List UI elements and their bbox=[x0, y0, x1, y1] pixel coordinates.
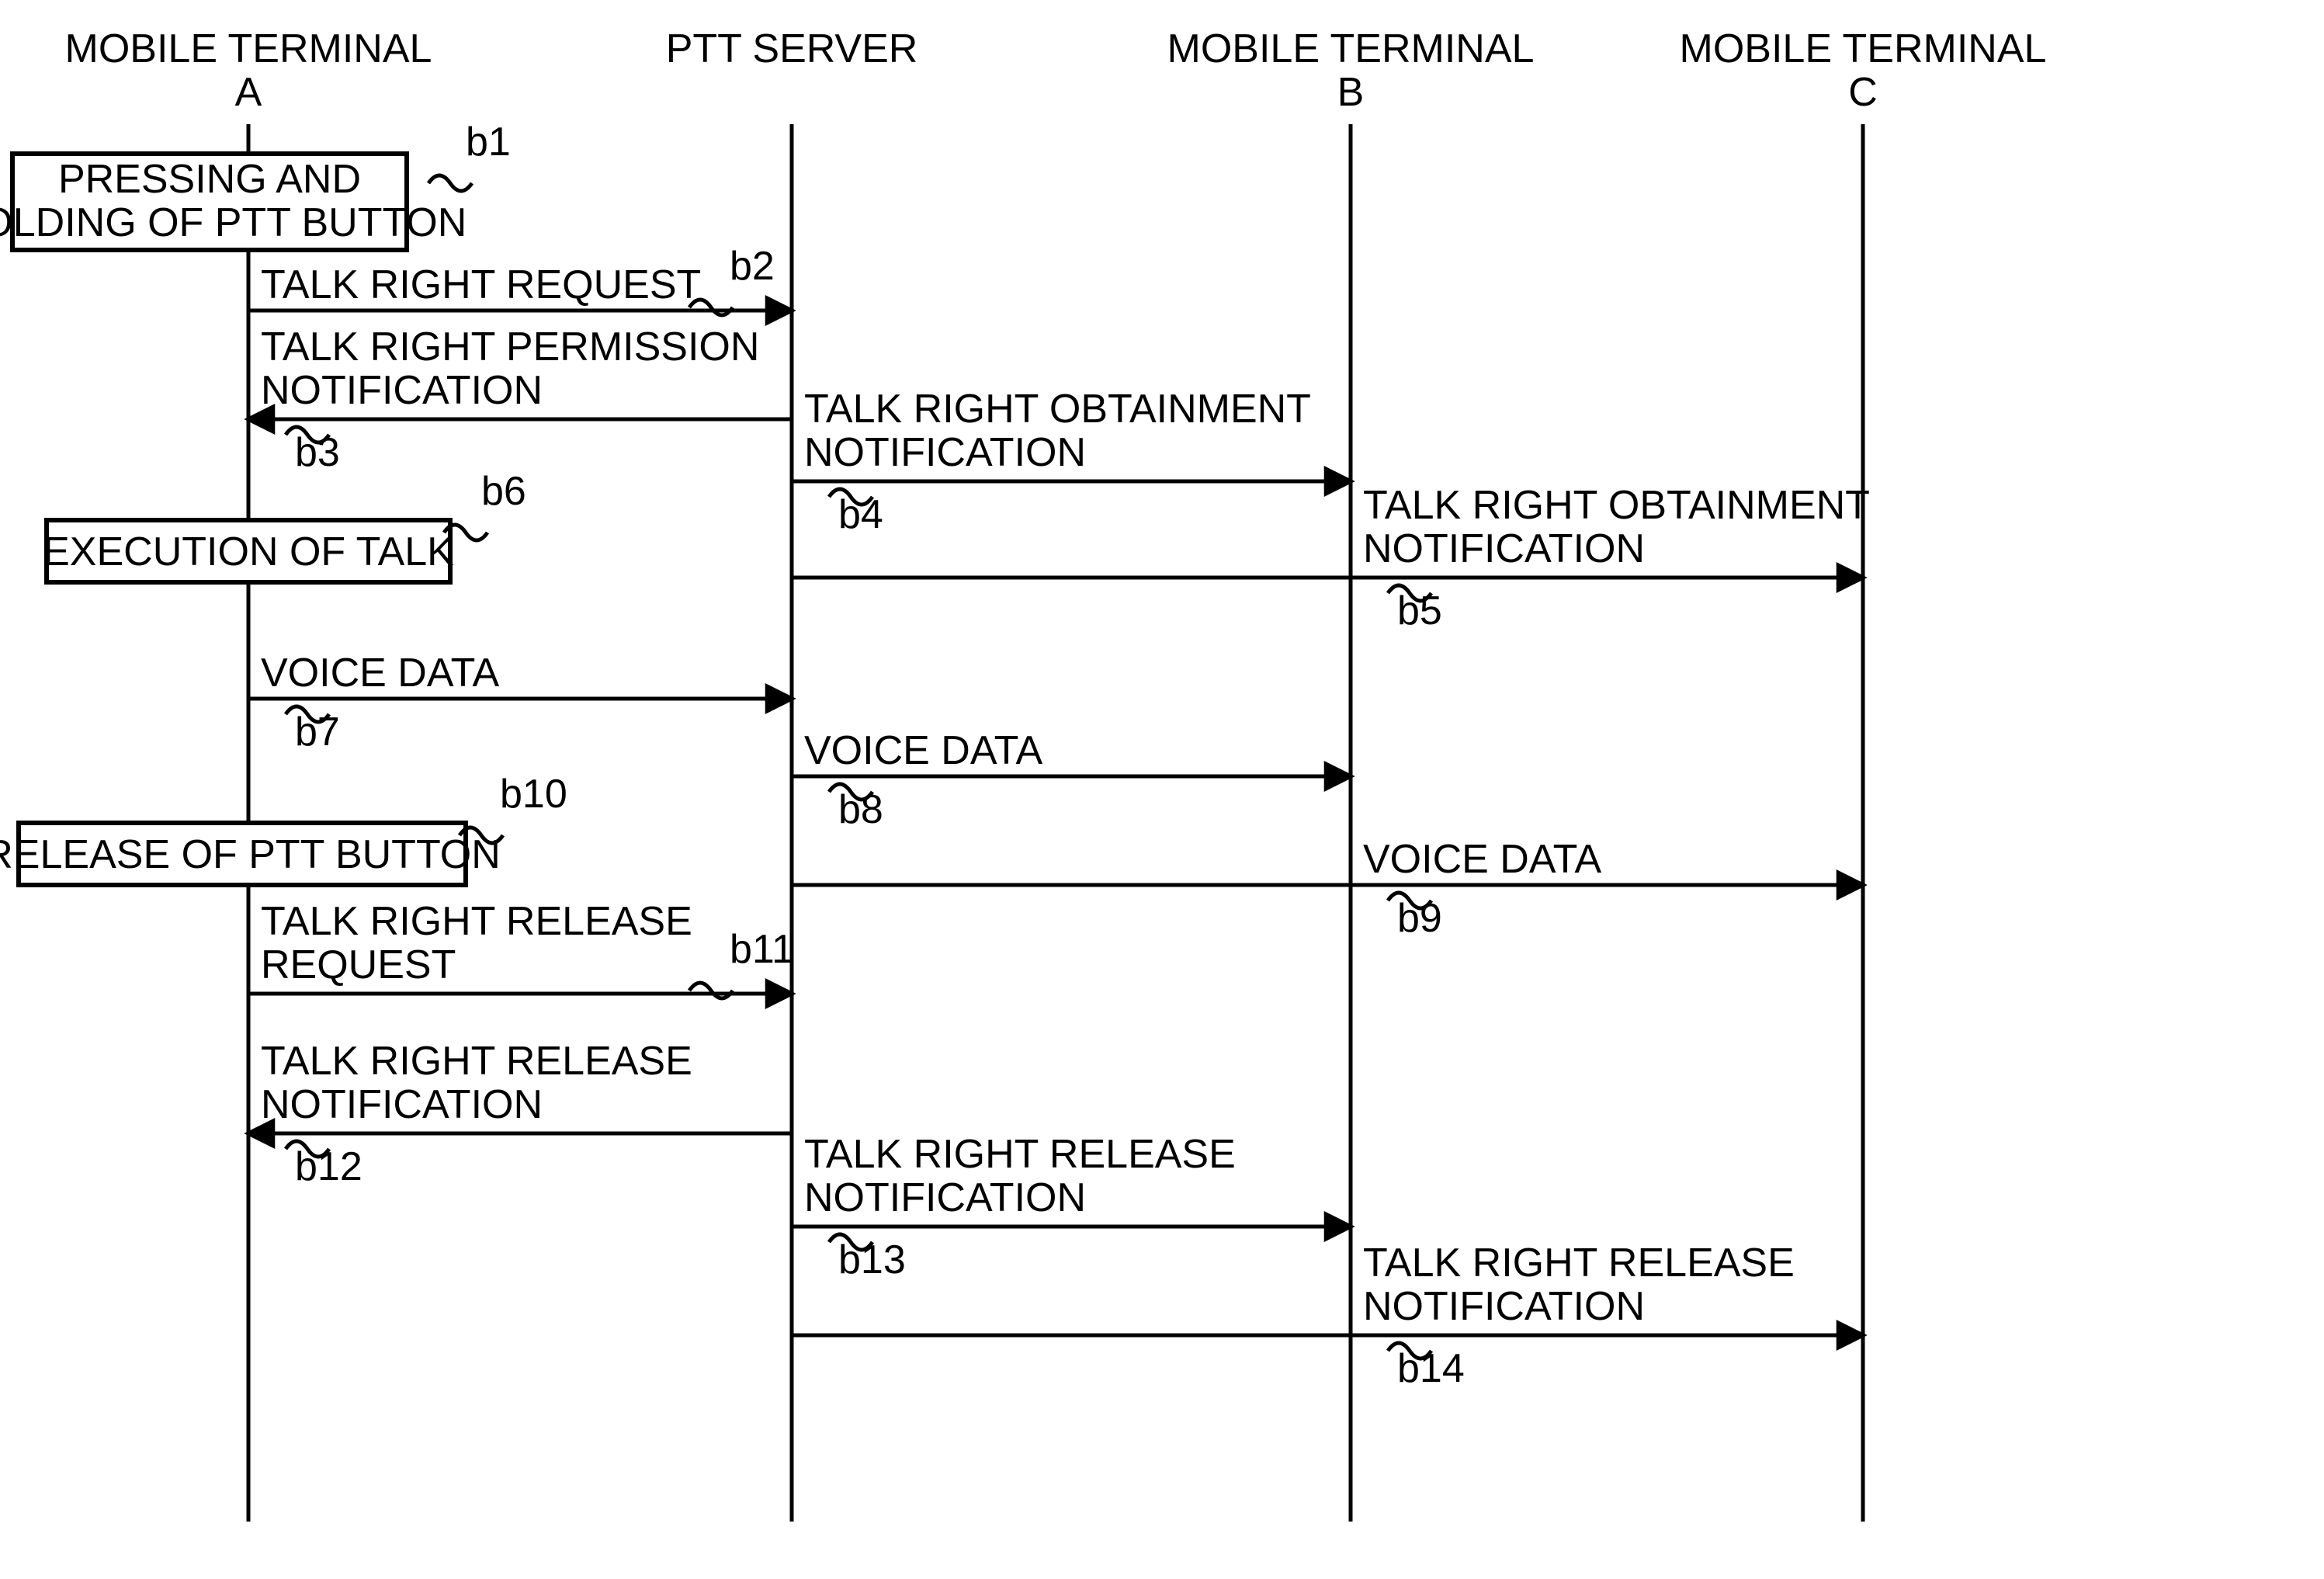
tag-b1: b1 bbox=[466, 120, 511, 165]
message-text-b3-0: TALK RIGHT PERMISSION bbox=[261, 324, 759, 370]
message-text-b8-0: VOICE DATA bbox=[804, 728, 1043, 773]
tag-b2: b2 bbox=[730, 244, 775, 289]
message-text-b5-0: TALK RIGHT OBTAINMENT bbox=[1363, 483, 1870, 528]
lifeline-label-S: PTT SERVER bbox=[666, 26, 918, 71]
message-text-b12-0: TALK RIGHT RELEASE bbox=[261, 1039, 692, 1084]
tag-b8: b8 bbox=[838, 787, 883, 832]
lifeline-label-A: MOBILE TERMINAL bbox=[65, 26, 432, 71]
action-text-b6: EXECUTION OF TALK bbox=[43, 529, 454, 574]
action-text-b1-1: PRESSING AND bbox=[58, 157, 361, 202]
lifeline-label-B: MOBILE TERMINAL bbox=[1167, 26, 1535, 71]
tag-b4: b4 bbox=[838, 492, 883, 537]
lifeline-sublabel-C: C bbox=[1848, 70, 1878, 115]
action-text-b10: RELEASE OF PTT BUTTON bbox=[0, 832, 501, 877]
tilde-b2 bbox=[689, 300, 733, 315]
sequence-diagram: MOBILE TERMINALAPTT SERVERMOBILE TERMINA… bbox=[0, 0, 2324, 1579]
message-text-b11-0: TALK RIGHT RELEASE bbox=[261, 899, 692, 944]
tag-b3: b3 bbox=[295, 430, 340, 475]
message-text-b4-0: TALK RIGHT OBTAINMENT bbox=[804, 387, 1311, 432]
message-text-b14-1: NOTIFICATION bbox=[1363, 1284, 1645, 1329]
lifeline-sublabel-B: B bbox=[1337, 70, 1365, 115]
tag-b9: b9 bbox=[1397, 896, 1442, 941]
tag-b13: b13 bbox=[838, 1237, 906, 1282]
tilde-b1 bbox=[428, 175, 472, 191]
message-text-b11-1: REQUEST bbox=[261, 942, 456, 987]
message-text-b12-1: NOTIFICATION bbox=[261, 1082, 543, 1127]
message-text-b3-1: NOTIFICATION bbox=[261, 368, 543, 413]
tag-b12: b12 bbox=[295, 1144, 362, 1189]
message-text-b14-0: TALK RIGHT RELEASE bbox=[1363, 1241, 1795, 1286]
lifeline-sublabel-A: A bbox=[235, 70, 262, 115]
tag-b14: b14 bbox=[1397, 1346, 1465, 1391]
tag-b7: b7 bbox=[295, 710, 340, 755]
lifeline-label-C: MOBILE TERMINAL bbox=[1680, 26, 2047, 71]
message-text-b13-1: NOTIFICATION bbox=[804, 1175, 1086, 1220]
message-text-b4-1: NOTIFICATION bbox=[804, 430, 1086, 475]
tag-b5: b5 bbox=[1397, 588, 1442, 633]
message-text-b2-0: TALK RIGHT REQUEST bbox=[261, 262, 701, 307]
message-text-b9-0: VOICE DATA bbox=[1363, 837, 1602, 882]
tilde-b11 bbox=[689, 983, 733, 998]
tag-b11: b11 bbox=[730, 927, 794, 972]
message-text-b5-1: NOTIFICATION bbox=[1363, 526, 1645, 571]
tag-b6: b6 bbox=[481, 469, 526, 514]
tag-b10: b10 bbox=[500, 772, 567, 817]
message-text-b7-0: VOICE DATA bbox=[261, 651, 500, 696]
message-text-b13-0: TALK RIGHT RELEASE bbox=[804, 1132, 1236, 1177]
action-text-b1-2: HOLDING OF PTT BUTTON bbox=[0, 200, 467, 245]
